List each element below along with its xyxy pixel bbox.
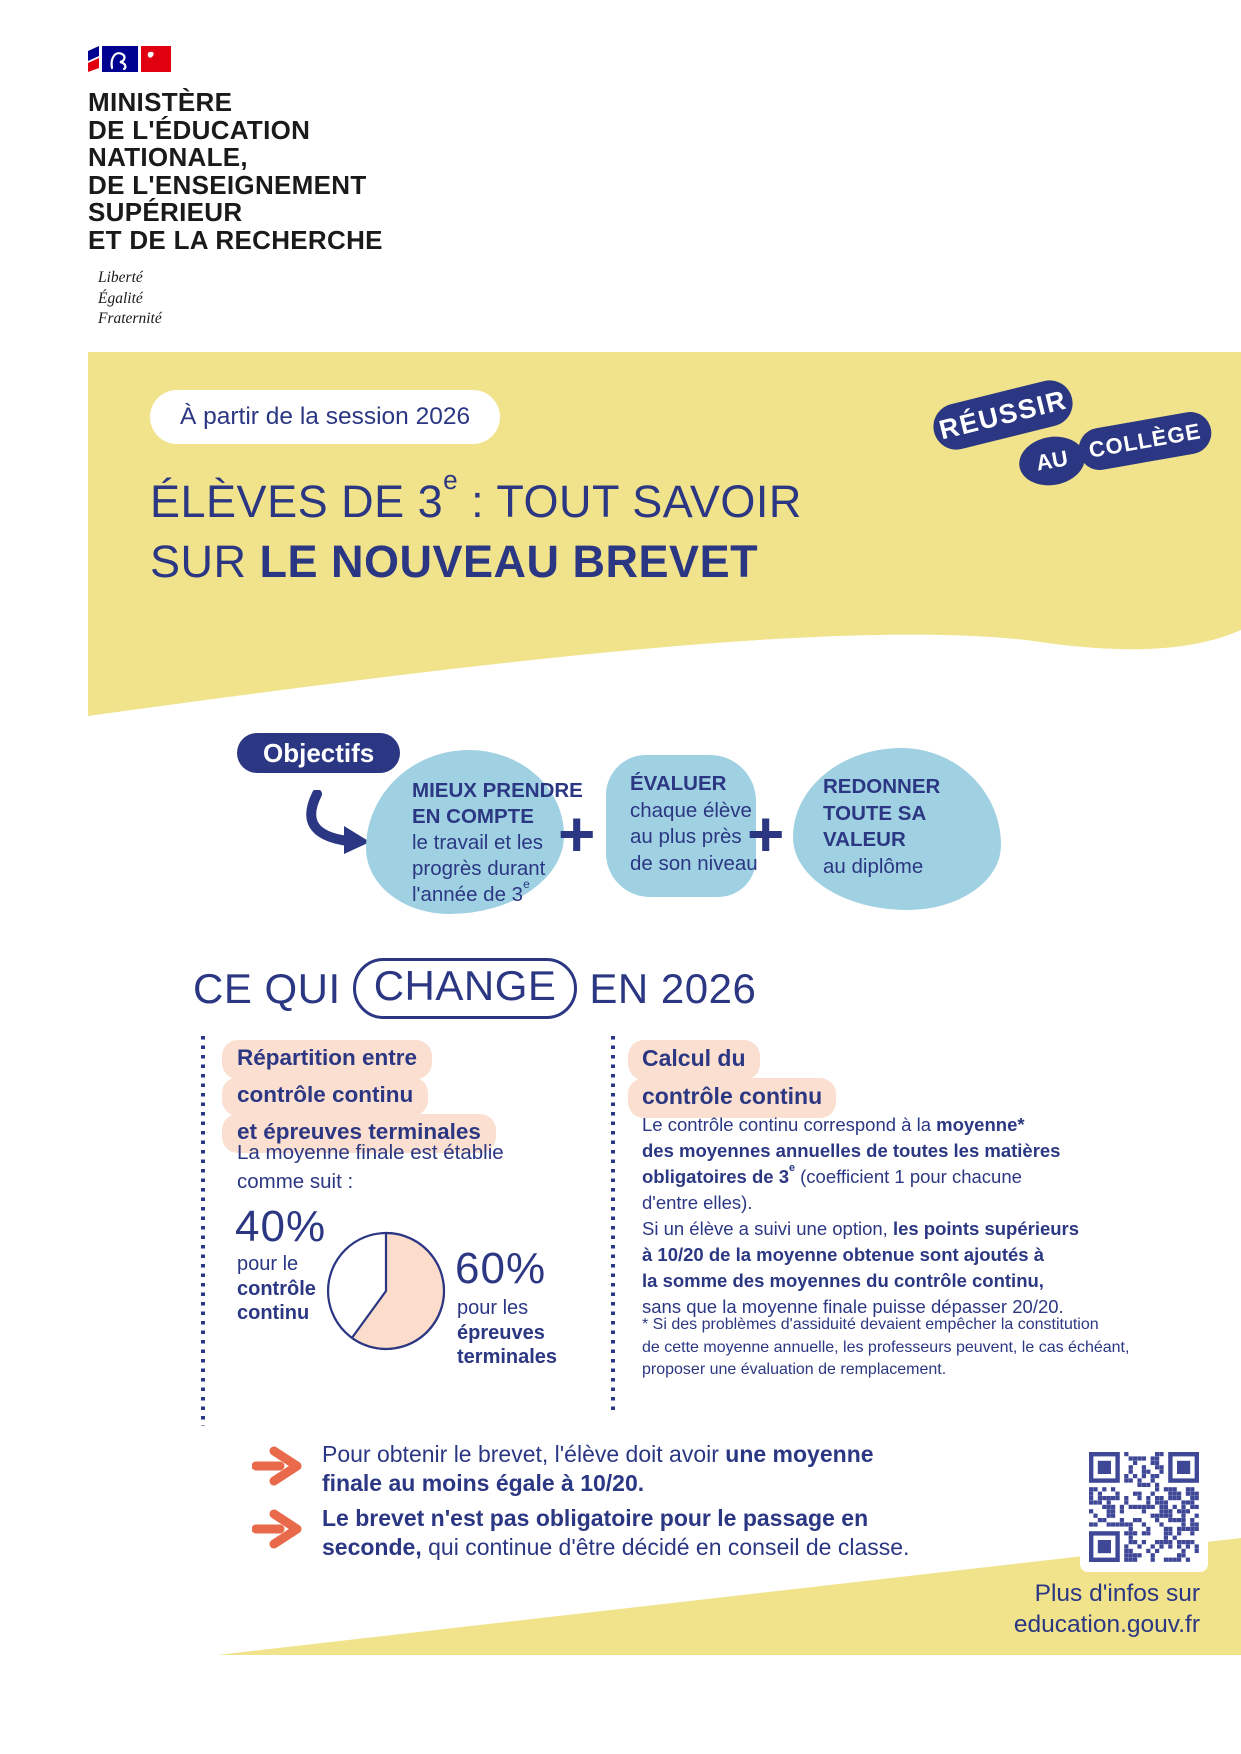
dotted-separator-middle (611, 1036, 615, 1412)
session-badge: À partir de la session 2026 (150, 390, 501, 444)
objective-2-title: ÉVALUER (630, 772, 727, 795)
objective-3-title: VALEUR (823, 828, 906, 851)
french-flag-icon (88, 46, 171, 72)
objective-3-body: au diplôme (823, 854, 924, 878)
objective-3-title: REDONNER (823, 775, 941, 798)
objective-blob-2: ÉVALUER chaque élève au plus près de son n… (606, 755, 758, 897)
ministry-logo-block: MINISTÈRE DE L'ÉDUCATION NATIONALE, DE L… (88, 44, 418, 330)
pie-label-60pct: 60% (455, 1244, 547, 1293)
pie-label-60pct-caption: pour les épreuves terminales (457, 1297, 558, 1368)
ministry-name: MINISTÈRE DE L'ÉDUCATION NATIONALE, DE L… (88, 87, 418, 255)
pie-label-40pct-caption: pour le contrôle continu (237, 1253, 316, 1324)
footer-item-1: Pour obtenir le brevet, l'élève doit avo… (322, 1441, 874, 1496)
ministry-name-line: DE L'ENSEIGNEMENT (88, 169, 367, 200)
left-column-heading: Répartition entre contrôle continu et ép… (222, 1040, 496, 1153)
calc-paragraph-2: Si un élève a suivi une option, les poin… (642, 1218, 1080, 1317)
dotted-separator-left (201, 1036, 205, 1426)
more-info-text: Plus d'infos sur education.gouv.fr (1013, 1580, 1200, 1638)
ministry-name-line: ET DE LA RECHERCHE (88, 224, 383, 255)
objective-blob-1: MIEUX PRENDRE EN COMPTE le travail et le… (366, 750, 583, 914)
ministry-name-line: DE L'ÉDUCATION (88, 114, 311, 145)
objective-blob-3: REDONNER TOUTE SA VALEUR au diplôme (793, 748, 1001, 910)
heading-post: EN 2026 (589, 964, 757, 1012)
objectifs-label: Objectifs (237, 733, 401, 773)
ministry-name-line: MINISTÈRE (88, 87, 233, 117)
heading-highlight-pill: CHANGE (352, 958, 578, 1019)
pie-label-40pct: 40% (235, 1202, 327, 1251)
yellow-footer-wedge (217, 1538, 1241, 1655)
page-title-line2: SUR LE NOUVEAU BREVET (150, 536, 759, 587)
calc-paragraph-1: Le contrôle continu correspond à la moye… (642, 1114, 1061, 1213)
curved-arrow-icon (306, 790, 370, 854)
more-info-url: education.gouv.fr (1013, 1611, 1200, 1638)
objective-1-title: EN COMPTE (412, 805, 534, 828)
objective-2-body: chaque élève au plus près de son niveau (630, 798, 758, 875)
plus-sign: + (747, 798, 785, 870)
ministry-name-line: SUPÉRIEUR (88, 197, 243, 227)
heading-pre: CE QUI (193, 964, 341, 1012)
orange-arrow-icon (252, 1446, 302, 1486)
qr-code (1080, 1442, 1208, 1572)
pie-chart (326, 1231, 446, 1351)
orange-arrow-icon (252, 1509, 302, 1549)
left-column-intro: La moyenne finale est établie comme suit … (237, 1141, 504, 1193)
calc-footnote: * Si des problèmes d'assiduité devaient … (642, 1316, 1130, 1378)
republic-motto: Liberté Égalité Fraternité (98, 269, 162, 327)
right-column-heading: Calcul du contrôle continu (628, 1040, 837, 1118)
objective-1-body: le travail et les progrès durant l'année d… (412, 831, 546, 906)
objective-1-title: MIEUX PRENDRE (412, 779, 583, 802)
plus-sign: + (558, 798, 596, 870)
page-title: ÉLÈVES DE 3e : TOUT SAVOIR SUR LE NOUVEA… (150, 465, 802, 592)
footer-item-2: Le brevet n'est pas obligatoire pour le … (322, 1505, 910, 1560)
section-heading-change: CE QUI CHANGE EN 2026 (193, 958, 756, 1019)
ministry-name-line: NATIONALE, (88, 142, 248, 172)
objective-3-title: TOUTE SA (823, 801, 927, 825)
page-title-line1: ÉLÈVES DE 3e : TOUT SAVOIR (150, 465, 802, 527)
